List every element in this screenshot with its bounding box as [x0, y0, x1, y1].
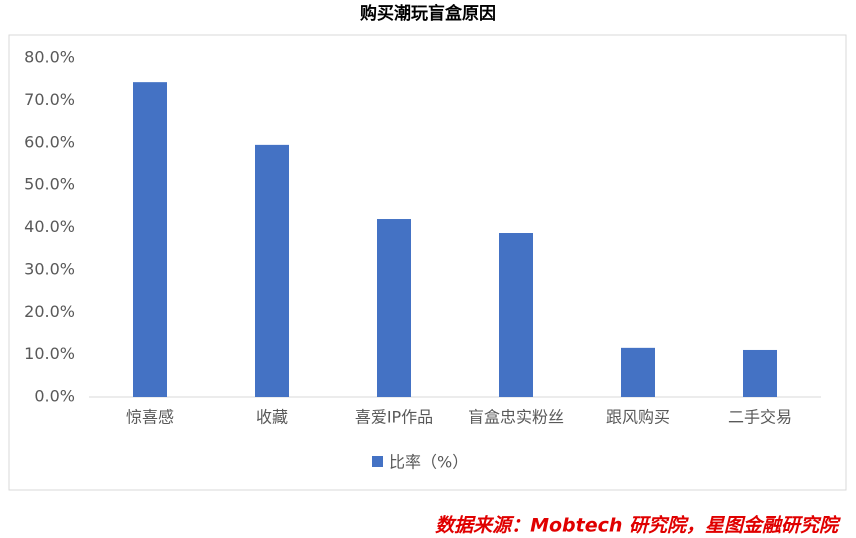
y-tick-label: 80.0%	[24, 48, 75, 67]
bar	[377, 219, 411, 397]
chart-title: 购买潮玩盲盒原因	[360, 3, 496, 24]
y-tick-label: 70.0%	[24, 90, 75, 109]
x-tick-label: 盲盒忠实粉丝	[468, 408, 564, 427]
bar	[499, 233, 533, 397]
x-tick-label: 收藏	[256, 408, 288, 427]
y-tick-label: 0.0%	[34, 387, 75, 406]
x-tick-label: 二手交易	[728, 408, 792, 427]
source-note: 数据来源：Mobtech 研究院，星图金融研究院	[435, 515, 841, 537]
bar	[133, 82, 167, 397]
bar	[621, 347, 655, 397]
y-tick-label: 20.0%	[24, 302, 75, 321]
y-tick-label: 50.0%	[24, 175, 75, 194]
bar	[255, 144, 289, 397]
y-tick-label: 10.0%	[24, 344, 75, 363]
bar	[743, 349, 777, 397]
x-tick-label: 喜爱IP作品	[355, 408, 433, 427]
y-tick-label: 60.0%	[24, 132, 75, 151]
y-tick-label: 30.0%	[24, 259, 75, 278]
legend-label: 比率（%）	[389, 453, 468, 472]
y-tick-label: 40.0%	[24, 217, 75, 236]
x-tick-label: 惊喜感	[126, 408, 174, 427]
legend-swatch	[372, 456, 383, 467]
x-tick-label: 跟风购买	[606, 408, 670, 427]
